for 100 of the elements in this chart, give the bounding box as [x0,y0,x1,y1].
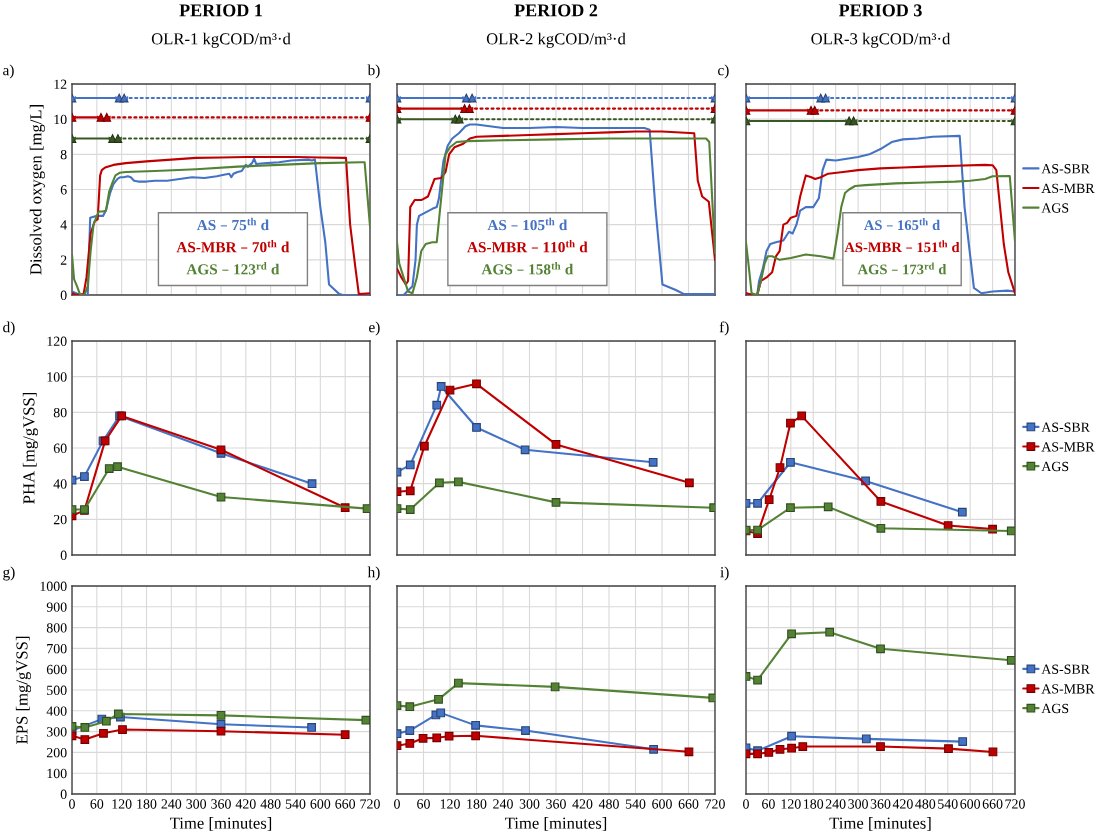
y-tick-label: 700 [47,643,67,654]
x-axis-title: Time [minutes] [829,817,931,831]
x-tick-label: 0 [69,799,75,809]
x-tick-label: 720 [705,799,725,809]
chart-subtitle: OLR-1 kgCOD/m³·d [151,32,291,48]
x-tick-label: 60 [762,799,775,809]
y-tick-label: 6 [60,185,67,195]
annotation: AGS – 123$^{rd}$ d [186,262,280,275]
x-tick-label: 240 [825,799,846,809]
x-tick-label: 600 [960,799,981,809]
x-tick-label: 360 [870,799,891,809]
text: b) [367,64,380,79]
y-axis-title: EPS [mg/gVSS] [15,636,32,744]
x-tick-label: 60 [417,799,430,809]
x-tick-label: 360 [546,799,566,809]
x-tick-label: 180 [467,799,487,809]
legend-label: AS-MBR [1041,183,1095,194]
x-tick-label: 660 [982,799,1003,809]
x-tick-label: 180 [804,799,824,809]
x-tick-label: 0 [394,799,400,809]
chart-title: PERIOD 3 [838,4,922,17]
text: e) [369,321,380,336]
y-tick-label: 80 [53,407,67,418]
x-tick-label: 480 [260,799,281,809]
chart-title: PERIOD 1 [179,4,262,17]
y-tick-label: 100 [47,768,67,779]
y-tick-label: 10 [54,114,67,125]
y-tick-label: 800 [46,623,67,633]
annotation: AS – 165$^{th}$ d [863,218,941,231]
x-tick-label: 540 [285,799,306,809]
legend-label: AGS [1041,703,1069,714]
y-tick-label: 200 [46,747,67,758]
legend-label: AS-SBR [1041,422,1090,432]
text: f) [719,321,729,336]
annotation: AS-MBR – 151$^{th}$ d [844,240,960,253]
y-axis-title: Dissolved oxygen [mg/L] [29,105,45,275]
y-tick-label: 0 [60,789,67,799]
y-tick-label: 8 [60,149,67,160]
x-tick-label: 600 [652,799,672,809]
x-tick-label: 180 [137,799,157,809]
x-axis-title: Time [minutes] [504,817,607,831]
y-tick-label: 600 [46,664,67,675]
annotation: AS – 105$^{th}$ d [487,217,568,231]
y-tick-label: 100 [47,372,67,382]
x-tick-label: 300 [186,799,207,809]
legend-label: AS-SBR [1041,664,1090,674]
legend-label: AGS [1041,461,1069,472]
y-tick-label: 0 [60,550,67,560]
annotation: AGS – 173$^{rd}$ d [857,262,947,275]
y-tick-label: 900 [46,602,67,612]
x-tick-label: 720 [360,799,380,809]
y-tick-label: 60 [53,443,67,453]
annotation: AS-MBR – 70$^{th}$ d [176,239,290,253]
x-tick-label: 300 [848,799,868,809]
legend-label: AGS [1041,203,1069,213]
y-tick-label: 120 [47,336,67,346]
x-tick-label: 660 [335,799,356,809]
annotation: AS-MBR – 110$^{th}$ d [467,239,588,253]
x-tick-label: 300 [519,799,540,809]
x-tick-label: 0 [743,799,749,809]
x-tick-label: 480 [598,799,619,809]
y-tick-label: 400 [46,706,67,716]
x-tick-label: 420 [572,799,593,809]
x-tick-label: 600 [310,799,331,809]
x-tick-label: 120 [440,799,460,809]
chart-title: PERIOD 2 [514,4,598,17]
x-tick-label: 420 [892,799,913,809]
y-tick-label: 300 [46,727,67,737]
chart-subtitle: OLR-2 kgCOD/m³·d [486,32,626,48]
y-tick-label: 500 [47,685,67,695]
x-tick-label: 540 [625,799,646,809]
text: c) [718,64,729,79]
x-tick-label: 420 [235,799,256,809]
legend-label: AS-SBR [1041,164,1090,174]
x-tick-label: 720 [1005,799,1025,809]
y-tick-label: 4 [60,220,67,230]
annotation: AS – 75$^{th}$ d [196,217,269,231]
legend-label: AS-MBR [1041,442,1095,452]
x-tick-label: 240 [161,799,182,809]
x-tick-label: 120 [781,799,801,809]
x-tick-label: 240 [493,799,513,809]
text: h) [367,566,380,581]
x-tick-label: 660 [678,799,699,809]
x-tick-label: 60 [90,799,104,809]
y-tick-label: 20 [53,514,67,525]
y-axis-title: PHA [mg/gVSS] [22,392,38,504]
x-tick-label: 540 [938,799,958,809]
text: i) [720,566,729,581]
legend-label: AS-MBR [1041,684,1095,694]
x-tick-label: 120 [112,799,132,809]
text: d) [3,321,15,336]
text: a) [3,64,14,79]
x-tick-label: 360 [211,799,231,809]
y-tick-label: 0 [60,290,67,300]
annotation: AGS – 158$^{th}$ d [481,262,574,275]
x-tick-label: 480 [915,799,936,809]
x-axis-title: Time [minutes] [169,817,272,831]
y-tick-label: 2 [60,255,67,265]
y-tick-label: 40 [53,479,67,489]
chart-subtitle: OLR-3 kgCOD/m³·d [811,32,951,48]
